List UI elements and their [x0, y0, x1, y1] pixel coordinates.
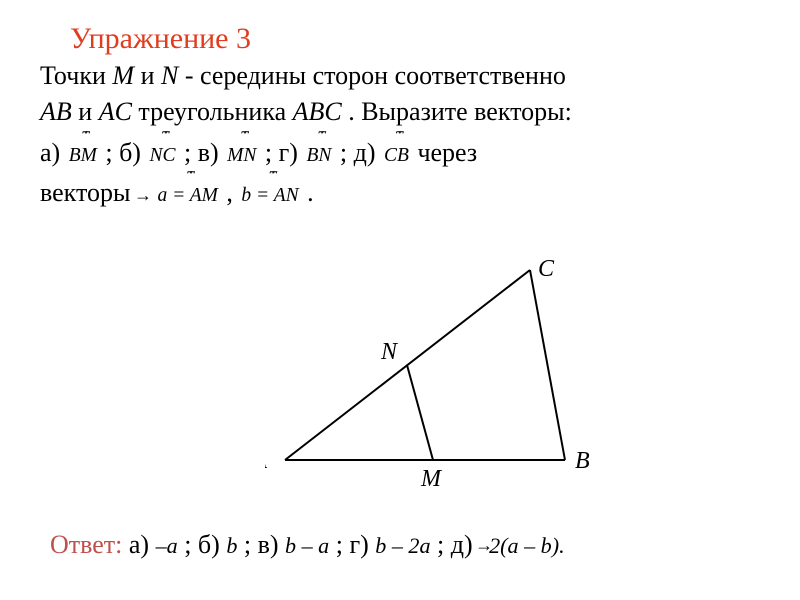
ans-v-a: a — [318, 533, 329, 558]
text-fragment: Точки — [40, 61, 112, 90]
ans-b-label: ; б) — [184, 530, 226, 559]
side-ac: AC — [99, 97, 132, 126]
vector-bm: BM — [67, 142, 99, 169]
exercise-title: Упражнение 3 — [70, 22, 251, 56]
problem-line-3: а) BM ; б) NC ; в) MN ; г) BN ; д) CB че… — [40, 135, 780, 171]
problem-statement: Точки M и N - середины сторон соответств… — [40, 58, 780, 212]
ans-b-val: b — [226, 533, 237, 558]
text-fragment: векторы — [40, 178, 137, 207]
point-m: M — [112, 61, 134, 90]
text-fragment: и — [141, 61, 161, 90]
ans-g-2: 2 — [408, 533, 419, 558]
ans-d-op: – — [519, 533, 541, 558]
part-g-label: ; г) — [265, 138, 305, 167]
part-b-label: ; б) — [105, 138, 147, 167]
part-d-label: ; д) — [340, 138, 382, 167]
svg-text:M: M — [420, 466, 443, 492]
svg-text:A: A — [265, 448, 267, 474]
point-n: N — [161, 61, 178, 90]
ans-v-op: – — [296, 533, 318, 558]
part-v-label: ; в) — [184, 138, 225, 167]
problem-line-2: AB и AC треугольника ABC . Выразите вект… — [40, 94, 780, 130]
svg-text:N: N — [380, 339, 399, 365]
svg-text:B: B — [575, 448, 590, 474]
ans-d-close: ). — [552, 533, 565, 558]
text-fragment: треугольника — [138, 97, 292, 126]
ans-d-b: b — [541, 533, 552, 558]
vector-b-def: b = AN — [239, 182, 300, 209]
ans-g-a: a — [419, 533, 430, 558]
vector-mn: MN — [225, 142, 258, 169]
ans-a-val: a — [167, 533, 178, 558]
answer-label: Ответ: — [50, 530, 122, 559]
triangle-abc: ABC — [293, 97, 342, 126]
vector-bn: BN — [304, 142, 333, 169]
ans-g-b: b — [375, 533, 386, 558]
svg-text:C: C — [538, 260, 555, 282]
problem-line-4: векторы a = AM , b = AN . — [40, 175, 780, 211]
text-fragment: - середины сторон соответственно — [185, 61, 566, 90]
vector-cb: CB — [382, 142, 411, 169]
text-fragment: , — [226, 178, 239, 207]
answer-line: Ответ: а) –a ; б) b ; в) b – a ; г) b – … — [50, 530, 565, 560]
ans-g-op: – — [386, 533, 408, 558]
ans-g-label: ; г) — [336, 530, 376, 559]
ans-a-label: а) — [129, 530, 156, 559]
text-fragment: и — [78, 97, 98, 126]
text-fragment: . — [307, 178, 314, 207]
ans-v-label: ; в) — [244, 530, 285, 559]
ans-v-b: b — [285, 533, 296, 558]
text-fragment: через — [417, 138, 477, 167]
text-fragment: . Выразите векторы: — [348, 97, 572, 126]
vector-nc: NC — [147, 142, 177, 169]
side-ab: AB — [40, 97, 72, 126]
part-a-label: а) — [40, 138, 67, 167]
ans-d-label: ; д) — [437, 530, 479, 559]
ans-d-a: a — [508, 533, 519, 558]
vector-a-def: a = AM — [155, 182, 219, 209]
ans-a-neg: – — [156, 533, 167, 558]
triangle-diagram: A B C M N — [265, 260, 605, 500]
problem-line-1: Точки M и N - середины сторон соответств… — [40, 58, 780, 94]
